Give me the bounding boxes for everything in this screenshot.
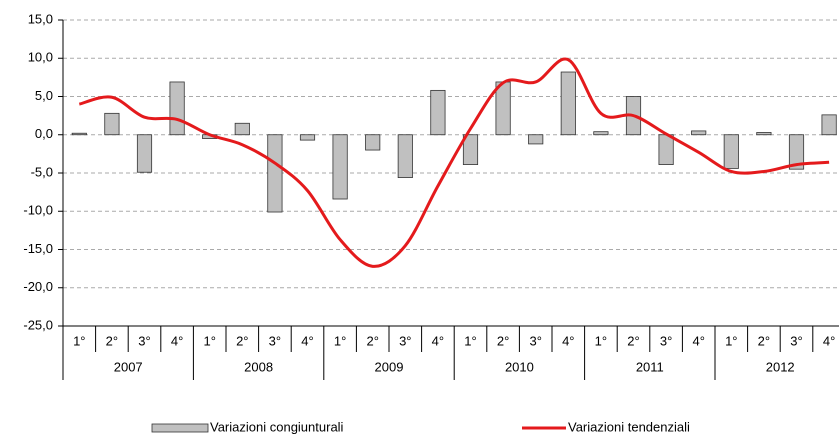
x-tick-label: 2°	[236, 333, 248, 348]
x-tick-label: 4°	[301, 333, 313, 348]
y-tick-label: -10,0	[23, 203, 53, 218]
bar	[267, 134, 283, 213]
bar	[104, 112, 120, 136]
bar	[756, 132, 772, 136]
bar	[821, 114, 837, 136]
line	[78, 57, 830, 268]
x-group-label: 2008	[244, 359, 273, 374]
bar	[560, 71, 576, 136]
x-tick-label: 4°	[692, 333, 704, 348]
bar	[462, 134, 479, 165]
x-tick-label: 1°	[595, 333, 607, 348]
bar	[593, 131, 609, 136]
x-tick-label: 4°	[432, 333, 444, 348]
x-tick-label: 1°	[73, 333, 85, 348]
x-group-label: 2012	[766, 359, 795, 374]
x-tick-label: 3°	[399, 333, 411, 348]
x-tick-label: 4°	[562, 333, 574, 348]
x-group-label: 2010	[505, 359, 534, 374]
y-tick-label: 5,0	[35, 88, 53, 103]
bar	[234, 122, 250, 136]
y-tick-label: 15,0	[28, 11, 53, 26]
x-tick-label: 2°	[627, 333, 639, 348]
x-tick-label: 4°	[823, 333, 835, 348]
legend-label: Variazioni congiunturali	[210, 419, 344, 434]
bar	[723, 134, 739, 169]
bar	[788, 134, 805, 170]
x-tick-label: 3°	[529, 333, 541, 348]
bar	[397, 134, 413, 178]
x-tick-label: 2°	[758, 333, 770, 348]
x-tick-label: 4°	[171, 333, 183, 348]
y-tick-label: -25,0	[23, 317, 53, 332]
y-tick-label: 10,0	[28, 50, 53, 65]
x-tick-label: 3°	[790, 333, 802, 348]
x-tick-label: 2°	[497, 333, 509, 348]
x-group-label: 2007	[114, 359, 143, 374]
y-tick-label: -15,0	[23, 241, 53, 256]
x-tick-label: 3°	[269, 333, 281, 348]
bar	[495, 81, 511, 136]
x-tick-label: 1°	[725, 333, 737, 348]
bar	[136, 134, 153, 173]
x-tick-label: 1°	[203, 333, 215, 348]
bar	[71, 132, 87, 136]
bar	[691, 130, 707, 136]
bar	[528, 134, 544, 145]
x-group-label: 2011	[636, 359, 664, 374]
y-tick-label: 0,0	[35, 126, 53, 141]
bar	[430, 89, 446, 136]
legend-label: Variazioni tendenziali	[568, 419, 690, 434]
bar	[365, 134, 381, 151]
bar	[299, 134, 316, 141]
y-tick-label: -5,0	[31, 164, 53, 179]
x-tick-label: 3°	[138, 333, 150, 348]
legend-swatch	[151, 423, 209, 433]
bar	[169, 81, 185, 136]
y-tick-label: -20,0	[23, 279, 53, 294]
x-tick-label: 1°	[334, 333, 346, 348]
bar	[332, 134, 348, 200]
x-tick-label: 2°	[106, 333, 118, 348]
x-tick-label: 3°	[660, 333, 672, 348]
bar	[658, 134, 674, 165]
x-tick-label: 1°	[464, 333, 476, 348]
x-tick-label: 2°	[366, 333, 378, 348]
x-group-label: 2009	[375, 359, 404, 374]
